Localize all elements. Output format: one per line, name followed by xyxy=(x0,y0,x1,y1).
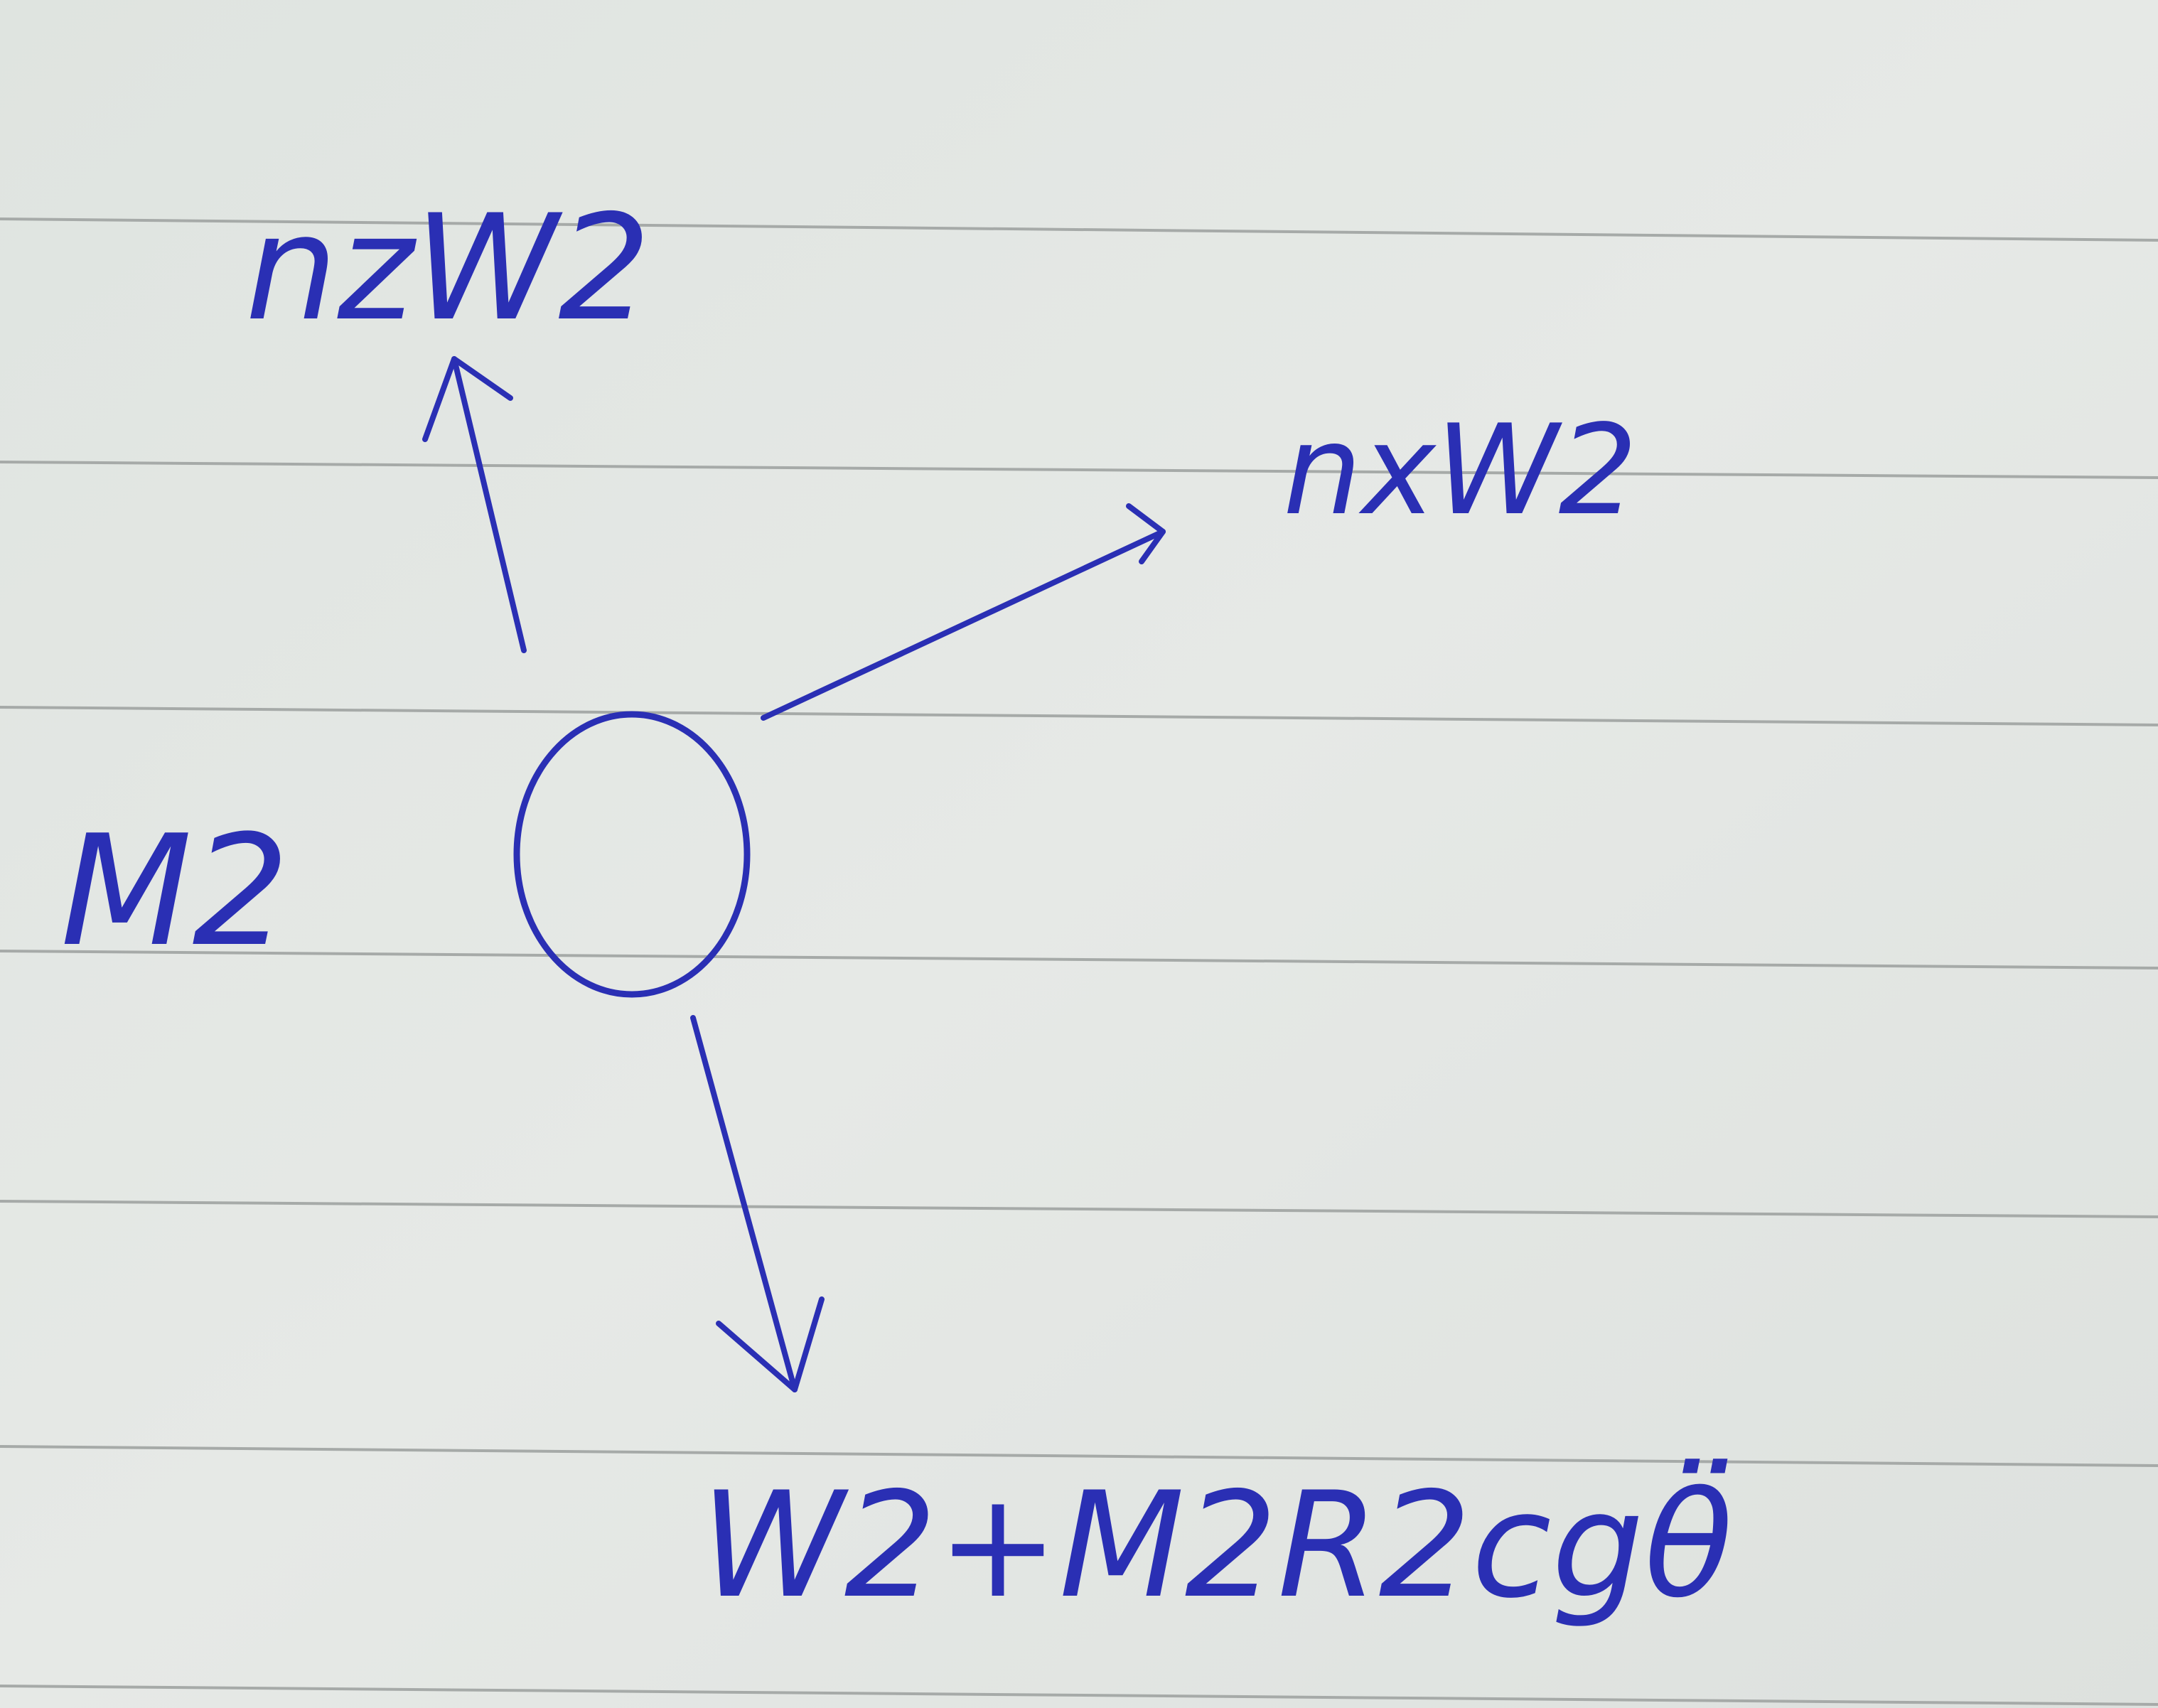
rule-line xyxy=(0,1445,2158,1467)
upward-force-arrow xyxy=(422,356,527,653)
downward-force-arrow xyxy=(690,1015,825,1392)
downward-force-label: W2+M2R2cgθ̈ xyxy=(700,1459,1733,1631)
rule-line xyxy=(0,217,2158,242)
rightward-force-arrow xyxy=(761,503,1166,721)
ruled-lines xyxy=(0,217,2158,1706)
rightward-force-label: nxW2 xyxy=(1283,399,1638,543)
rule-line xyxy=(0,461,2158,479)
rule-line xyxy=(0,950,2158,970)
mass-label: M2 xyxy=(60,802,289,980)
rule-line xyxy=(0,1200,2158,1218)
mass-body-circle xyxy=(513,711,751,998)
rule-line xyxy=(0,1685,2158,1706)
rule-line xyxy=(0,706,2158,726)
upward-force-label: nzW2 xyxy=(245,184,651,353)
